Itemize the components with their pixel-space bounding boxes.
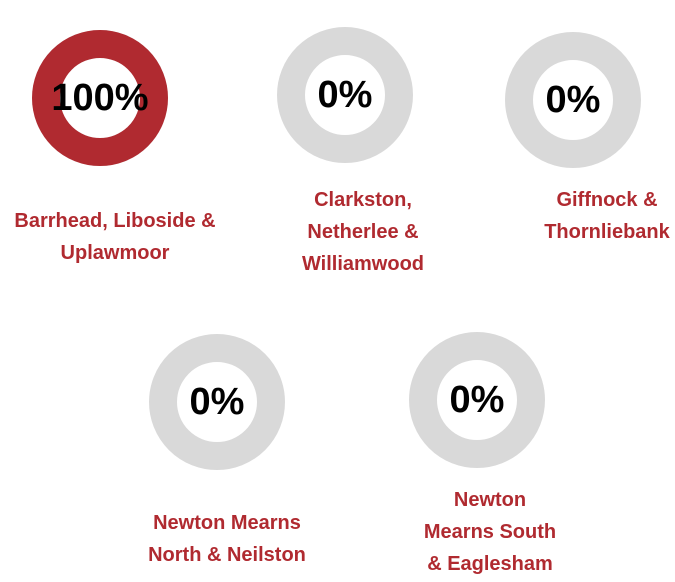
percent-label: 100% bbox=[51, 77, 148, 119]
area-label: Clarkston, Netherlee & Williamwood bbox=[301, 189, 425, 275]
donut-track bbox=[277, 27, 413, 163]
donut-track bbox=[149, 334, 285, 470]
area-label: Newton Mearns North & Neilston bbox=[148, 512, 306, 566]
donut-arc bbox=[32, 30, 168, 166]
percent-label: 0% bbox=[190, 381, 245, 423]
area-label: Giffnock & Thornliebank bbox=[544, 189, 670, 243]
donut-track bbox=[409, 332, 545, 468]
percent-label: 0% bbox=[546, 79, 601, 121]
area-label: Newton Mearns South & Eaglesham bbox=[423, 489, 557, 575]
percent-label: 0% bbox=[450, 379, 505, 421]
donut-track bbox=[505, 32, 641, 168]
area-label: Barrhead, Liboside & Uplawmoor bbox=[14, 210, 216, 264]
percent-label: 0% bbox=[318, 74, 373, 116]
